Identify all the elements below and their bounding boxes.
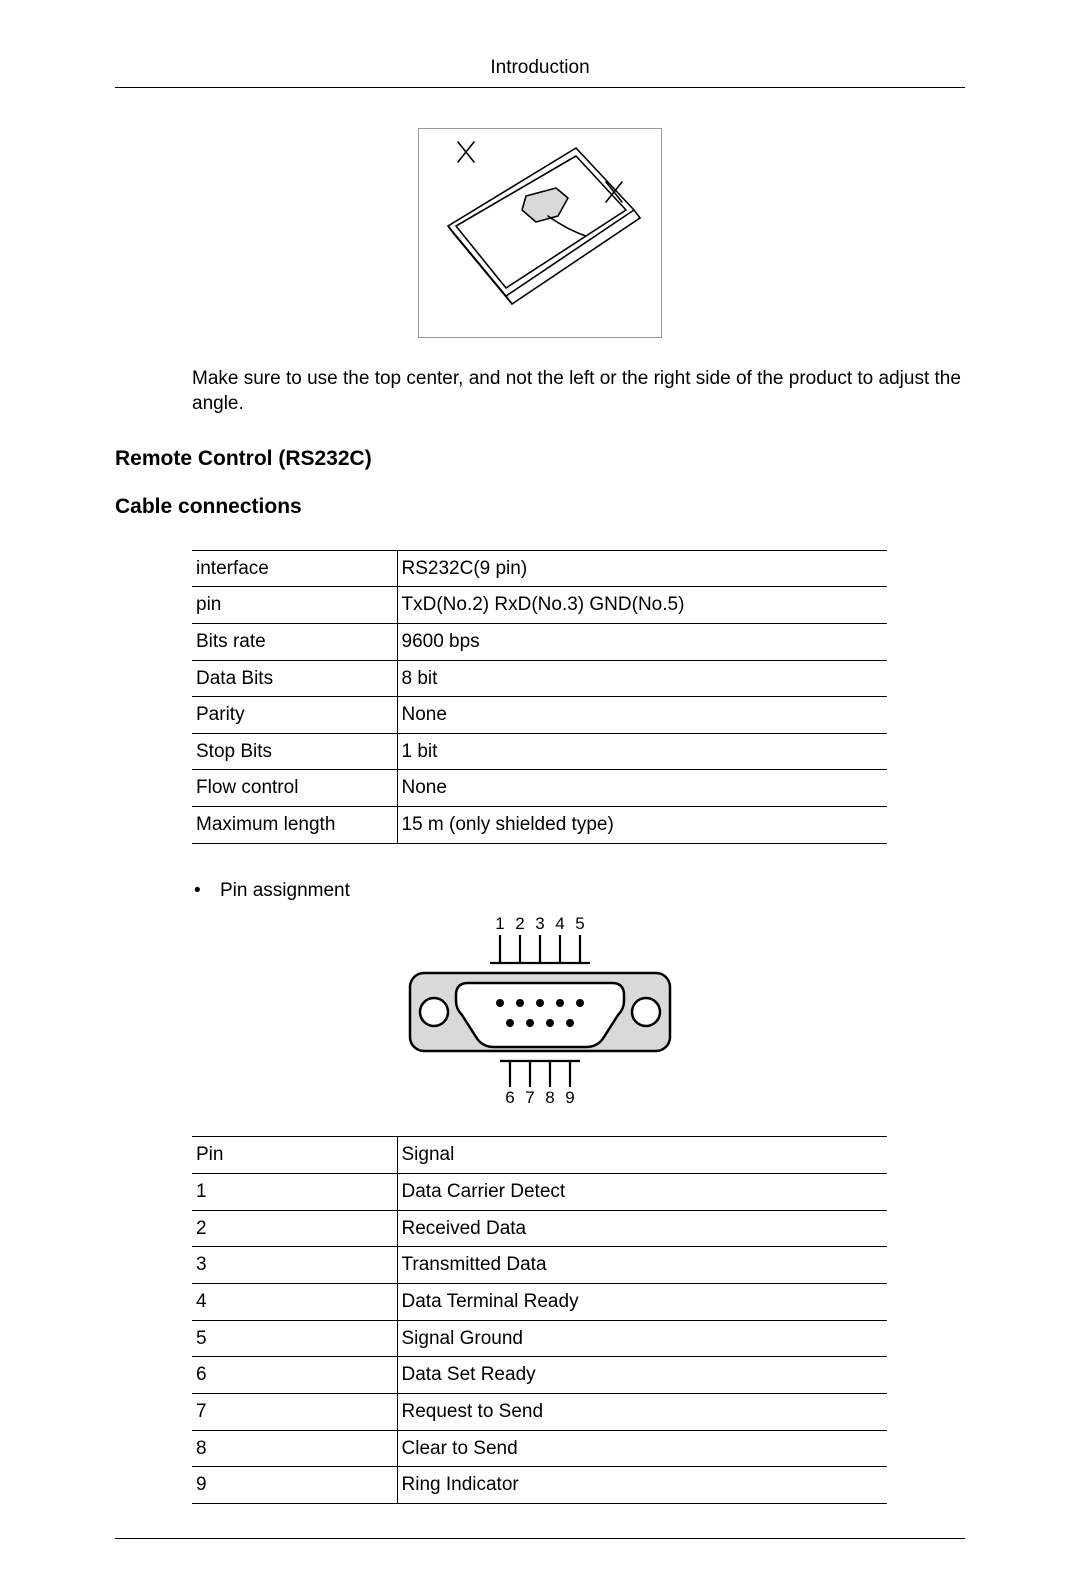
pin-label-2: 2 <box>515 914 524 933</box>
page-header: Introduction <box>115 55 965 88</box>
pin-number: 8 <box>192 1430 397 1467</box>
pin-signal: Clear to Send <box>397 1430 887 1467</box>
monitor-figure <box>115 128 965 338</box>
spec-value: TxD(No.2) RxD(No.3) GND(No.5) <box>397 587 887 624</box>
spec-key: pin <box>192 587 397 624</box>
pin-signal: Data Set Ready <box>397 1357 887 1394</box>
spec-value: 8 bit <box>397 660 887 697</box>
pin-table: PinSignal1Data Carrier Detect2Received D… <box>192 1136 887 1503</box>
figure-caption: Make sure to use the top center, and not… <box>192 366 965 417</box>
spec-value: 15 m (only shielded type) <box>397 807 887 844</box>
table-row: 4Data Terminal Ready <box>192 1283 887 1320</box>
table-row: 7Request to Send <box>192 1393 887 1430</box>
pin-assignment-bullet: • Pin assignment <box>192 878 965 904</box>
table-row: 3Transmitted Data <box>192 1247 887 1284</box>
pin-signal: Transmitted Data <box>397 1247 887 1284</box>
pin-label-6: 6 <box>505 1088 514 1107</box>
pin-number: 2 <box>192 1210 397 1247</box>
pin-header: Pin <box>192 1137 397 1174</box>
pin-signal: Data Terminal Ready <box>397 1283 887 1320</box>
spec-key: Flow control <box>192 770 397 807</box>
table-row: 6Data Set Ready <box>192 1357 887 1394</box>
spec-key: Data Bits <box>192 660 397 697</box>
pin-label-4: 4 <box>555 914 564 933</box>
monitor-drawing-icon <box>430 138 650 328</box>
pin-number: 6 <box>192 1357 397 1394</box>
spec-value: RS232C(9 pin) <box>397 550 887 587</box>
db9-connector-icon: 1 2 3 4 5 6 7 8 9 <box>390 913 690 1108</box>
table-row: Bits rate9600 bps <box>192 623 887 660</box>
monitor-figure-frame <box>418 128 662 338</box>
pin-label-9: 9 <box>565 1088 574 1107</box>
spec-table: interfaceRS232C(9 pin)pinTxD(No.2) RxD(N… <box>192 550 887 844</box>
subsection-title: Cable connections <box>115 493 965 521</box>
table-row: Data Bits8 bit <box>192 660 887 697</box>
spec-value: 9600 bps <box>397 623 887 660</box>
footer-rule <box>115 1538 965 1539</box>
table-row: 9Ring Indicator <box>192 1467 887 1504</box>
pin-label-5: 5 <box>575 914 584 933</box>
section-title: Remote Control (RS232C) <box>115 445 965 473</box>
pin-number: 4 <box>192 1283 397 1320</box>
pin-signal: Ring Indicator <box>397 1467 887 1504</box>
pin-label-7: 7 <box>525 1088 534 1107</box>
pin-signal: Signal Ground <box>397 1320 887 1357</box>
pin-signal: Data Carrier Detect <box>397 1174 887 1211</box>
spec-key: interface <box>192 550 397 587</box>
table-row: PinSignal <box>192 1137 887 1174</box>
spec-key: Stop Bits <box>192 733 397 770</box>
spec-value: 1 bit <box>397 733 887 770</box>
table-row: Flow controlNone <box>192 770 887 807</box>
pin-label-1: 1 <box>495 914 504 933</box>
pin-number: 5 <box>192 1320 397 1357</box>
spec-value: None <box>397 697 887 734</box>
spec-key: Maximum length <box>192 807 397 844</box>
table-row: interfaceRS232C(9 pin) <box>192 550 887 587</box>
table-row: Maximum length15 m (only shielded type) <box>192 807 887 844</box>
bullet-label: Pin assignment <box>220 878 350 904</box>
signal-header: Signal <box>397 1137 887 1174</box>
pin-label-8: 8 <box>545 1088 554 1107</box>
table-row: 5Signal Ground <box>192 1320 887 1357</box>
pin-number: 1 <box>192 1174 397 1211</box>
table-row: 8Clear to Send <box>192 1430 887 1467</box>
spec-key: Parity <box>192 697 397 734</box>
connector-figure: 1 2 3 4 5 6 7 8 9 <box>115 913 965 1108</box>
pin-number: 7 <box>192 1393 397 1430</box>
table-row: pinTxD(No.2) RxD(No.3) GND(No.5) <box>192 587 887 624</box>
spec-key: Bits rate <box>192 623 397 660</box>
pin-signal: Request to Send <box>397 1393 887 1430</box>
table-row: 2Received Data <box>192 1210 887 1247</box>
table-row: Stop Bits1 bit <box>192 733 887 770</box>
pin-label-3: 3 <box>535 914 544 933</box>
pin-number: 9 <box>192 1467 397 1504</box>
table-row: ParityNone <box>192 697 887 734</box>
spec-value: None <box>397 770 887 807</box>
pin-number: 3 <box>192 1247 397 1284</box>
table-row: 1Data Carrier Detect <box>192 1174 887 1211</box>
pin-signal: Received Data <box>397 1210 887 1247</box>
bullet-dot-icon: • <box>192 878 220 904</box>
